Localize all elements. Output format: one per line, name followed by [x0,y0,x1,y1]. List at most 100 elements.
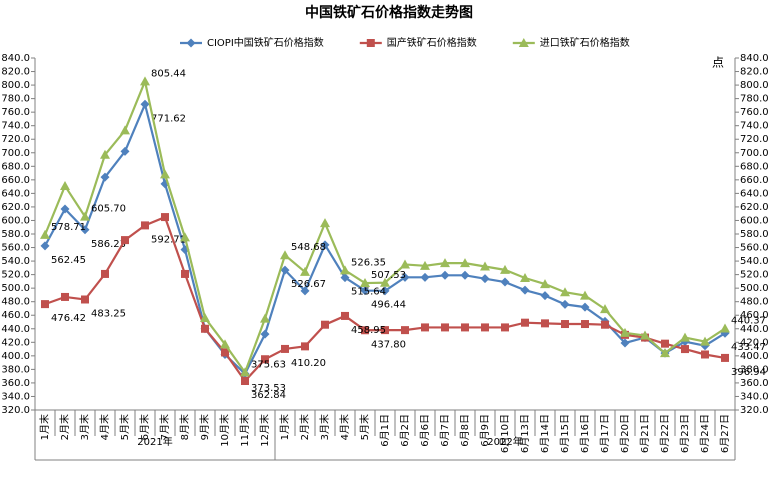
y-tick-label: 740.0 [1,121,30,132]
data-point [201,324,209,333]
y2-tick-label: 620.0 [740,202,769,213]
data-label: 410.20 [291,358,326,369]
data-point [561,320,569,329]
data-point [480,261,490,271]
x-tick-label: 10月末 [218,414,231,447]
x-tick-label: 6月27日 [719,414,731,453]
data-point [41,300,49,309]
x-tick-label: 2月末 [298,414,311,440]
y2-tick-label: 440.0 [740,324,769,335]
data-point [260,313,270,323]
data-point [40,241,50,251]
legend-marker [186,38,196,48]
y2-tick-label: 820.0 [740,67,769,78]
x-tick-label: 6月24日 [699,414,711,453]
x-tick-label: 12月末 [258,414,271,447]
y2-tick-label: 480.0 [740,297,769,308]
data-label: 476.42 [51,313,86,324]
x-tick-label: 11月末 [238,414,251,447]
y-tick-label: 400.0 [1,351,30,362]
data-point [521,318,529,327]
x-tick-label: 3月末 [78,414,91,440]
data-point [380,277,390,287]
y2-tick-label: 420.0 [740,337,769,348]
y2-tick-label: 700.0 [740,148,769,159]
y2-tick-label: 500.0 [740,283,769,294]
data-point [81,295,89,304]
x-tick-label: 6月10日 [499,414,511,453]
data-label: 373.53 [251,383,286,394]
data-point [40,229,50,239]
x-tick-label: 6月1日 [379,414,391,447]
data-point [660,348,670,358]
data-label: 396.94 [731,367,766,378]
y-tick-label: 380.0 [1,364,30,375]
y2-tick-label: 740.0 [740,121,769,132]
data-label: 483.25 [91,308,126,319]
data-label: 496.44 [371,300,406,311]
data-point [361,326,369,335]
data-point [241,377,249,386]
data-point [480,274,490,284]
data-point [441,323,449,332]
y2-tick-label: 660.0 [740,175,769,186]
y-tick-label: 840.0 [1,53,30,64]
data-label: 507.53 [371,270,406,281]
y2-tick-label: 580.0 [740,229,769,240]
data-point [520,285,530,295]
y-tick-label: 600.0 [1,215,30,226]
data-point [640,330,650,340]
legend-label: 进口铁矿石价格指数 [540,36,630,49]
data-point [440,258,450,268]
y-tick-label: 820.0 [1,67,30,78]
data-point [260,329,270,339]
y2-tick-label: 520.0 [740,270,769,281]
y-tick-label: 420.0 [1,337,30,348]
data-point [140,76,150,86]
x-tick-label: 1月末 [278,414,291,440]
x-tick-label: 5月末 [118,414,131,440]
x-tick-label: 6月14日 [539,414,551,453]
data-point [620,338,630,348]
group-label: 2022年 [487,435,522,448]
data-label: 437.80 [371,339,406,350]
data-point [221,348,229,357]
data-point [601,320,609,329]
y2-tick-label: 780.0 [740,94,769,105]
y2-tick-label: 600.0 [740,215,769,226]
x-tick-label: 5月末 [358,414,371,440]
data-label: 586.23 [91,239,126,250]
y-tick-label: 680.0 [1,161,30,172]
y-tick-label: 500.0 [1,283,30,294]
data-point [60,204,70,214]
y2-tick-label: 800.0 [740,80,769,91]
x-tick-label: 6月15日 [559,414,571,453]
data-point [120,146,130,156]
legend-label: 国产铁矿石价格指数 [387,36,477,49]
data-point [501,323,509,332]
x-tick-label: 4月末 [338,414,351,440]
data-point [340,265,350,275]
data-label: 562.45 [51,255,86,266]
data-point [320,218,330,228]
y2-tick-label: 400.0 [740,351,769,362]
data-point [541,319,549,328]
data-point [420,260,430,270]
y2-tick-label: 680.0 [740,161,769,172]
y-tick-label: 540.0 [1,256,30,267]
data-label: 605.70 [91,204,126,215]
y-tick-label: 620.0 [1,202,30,213]
y-tick-label: 440.0 [1,324,30,335]
y-tick-label: 560.0 [1,243,30,254]
x-tick-label: 6月17日 [599,414,611,453]
y2-tick-label: 340.0 [740,391,769,402]
group-label: 2021年 [137,435,172,448]
x-tick-label: 6月20日 [619,414,631,453]
data-point [321,320,329,329]
data-point [620,327,630,337]
data-point [341,311,349,320]
legend-marker [366,39,375,47]
data-point [280,250,290,260]
legend-marker [518,38,529,47]
